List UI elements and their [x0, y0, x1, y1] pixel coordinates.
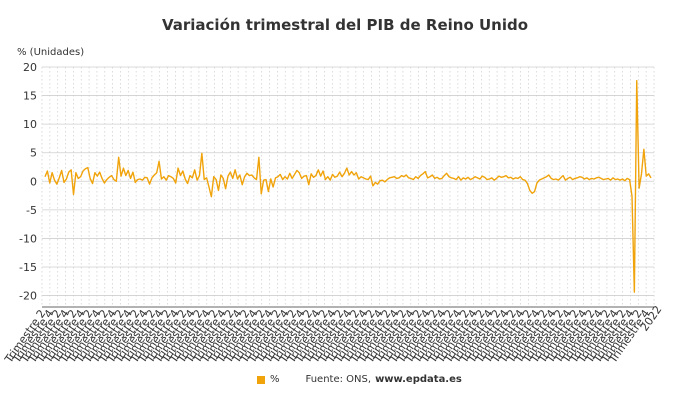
y-tick-label: 20	[23, 61, 37, 74]
legend-swatch	[257, 375, 265, 384]
source-link[interactable]: www.epdata.es	[375, 374, 462, 385]
legend: % Fuente: ONS, www.epdata.es	[257, 374, 462, 385]
y-axis-label: % (Unidades)	[17, 47, 85, 58]
source-label: Fuente: ONS,	[305, 374, 372, 385]
y-tick-label: 0	[30, 175, 37, 188]
y-tick-label: 15	[23, 90, 37, 103]
chart-title: Variación trimestral del PIB de Reino Un…	[161, 16, 529, 34]
y-tick-label: 10	[23, 118, 37, 131]
y-tick-label: -15	[19, 261, 37, 274]
legend-series-name: %	[270, 374, 280, 385]
y-tick-label: -20	[19, 290, 37, 303]
y-tick-label: 5	[30, 147, 37, 160]
y-tick-label: -5	[26, 204, 37, 217]
y-tick-label: -10	[19, 232, 37, 245]
series-line	[44, 80, 652, 293]
